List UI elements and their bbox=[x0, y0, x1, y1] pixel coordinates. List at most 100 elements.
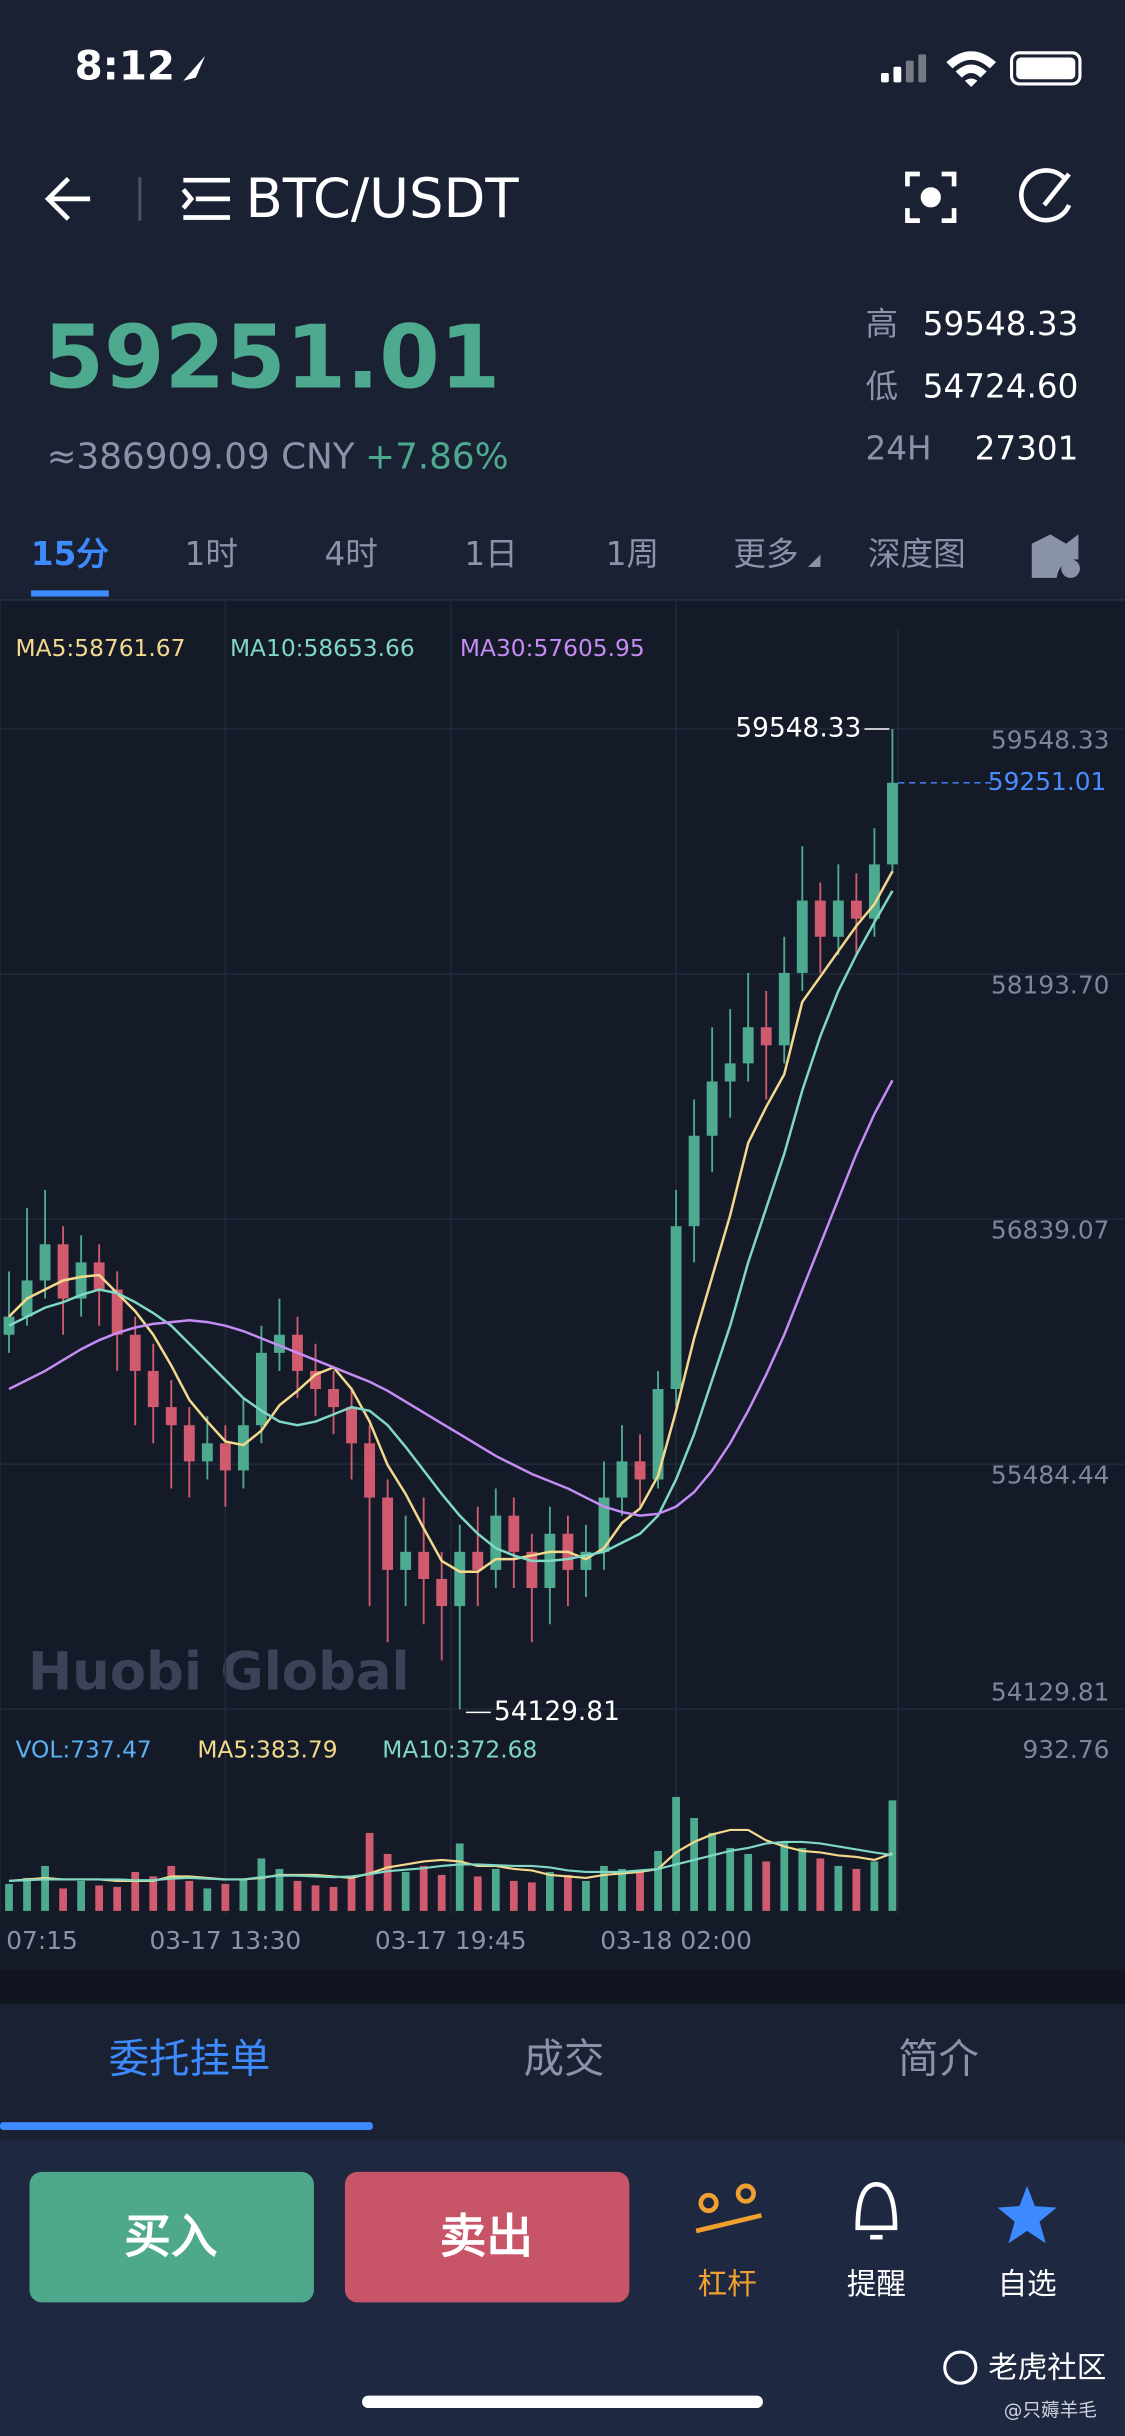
screenshot-icon[interactable] bbox=[905, 171, 957, 223]
low-marker: 54129.81 bbox=[494, 1696, 620, 1727]
volume-bar bbox=[744, 1853, 753, 1911]
candle-body bbox=[454, 1551, 466, 1607]
volume-bar bbox=[816, 1858, 825, 1911]
candle-body bbox=[219, 1443, 231, 1471]
x-tick-label: 03-17 13:30 bbox=[150, 1926, 302, 1955]
candle-body bbox=[724, 1063, 736, 1082]
cny-price: ≈386909.09 CNY bbox=[47, 436, 355, 477]
home-indicator bbox=[362, 2395, 763, 2409]
volume-bar bbox=[726, 1847, 735, 1911]
candle-body bbox=[39, 1244, 51, 1281]
candle-body bbox=[147, 1370, 159, 1408]
menu-icon[interactable] bbox=[181, 177, 230, 220]
y-tick-label: 58193.70 bbox=[991, 970, 1110, 999]
tool-label[interactable]: 提醒 bbox=[847, 2267, 906, 2301]
candle-body bbox=[346, 1407, 358, 1444]
volume-bar bbox=[527, 1882, 536, 1911]
bottom-tab[interactable]: 委托挂单 bbox=[109, 2036, 271, 2083]
buy-button[interactable] bbox=[29, 2171, 314, 2303]
volume-bar bbox=[23, 1877, 31, 1911]
status-time: 8:12 bbox=[75, 42, 175, 89]
candle-body bbox=[436, 1578, 448, 1607]
candle-body bbox=[760, 1027, 772, 1046]
candle-body bbox=[616, 1461, 628, 1498]
candle-body bbox=[400, 1551, 412, 1570]
candle-body bbox=[57, 1244, 69, 1299]
bottom-tab[interactable]: 简介 bbox=[898, 2036, 979, 2083]
y-tick-label: 59548.33 bbox=[991, 725, 1110, 754]
volume-bar bbox=[564, 1874, 572, 1911]
ma-line bbox=[8, 890, 894, 1563]
stats: 高 59548.33 低 54724.60 24H 27301 bbox=[866, 305, 1079, 467]
volume-bar bbox=[600, 1865, 608, 1911]
buy-label: 买入 bbox=[124, 2210, 217, 2264]
period-tab[interactable]: 1时 bbox=[185, 535, 238, 573]
x-tick-label: 03-18 02:00 bbox=[600, 1926, 752, 1955]
sell-button[interactable] bbox=[344, 2171, 630, 2303]
settings-icon[interactable] bbox=[1031, 534, 1080, 578]
volume-bar bbox=[329, 1886, 338, 1911]
candle-body bbox=[364, 1443, 376, 1498]
volume-bar bbox=[491, 1868, 500, 1911]
stat-label: 低 bbox=[866, 367, 899, 405]
leverage-icon[interactable] bbox=[695, 2183, 762, 2234]
candle-body bbox=[382, 1497, 394, 1570]
volume-bar bbox=[780, 1841, 789, 1911]
volume-bar bbox=[221, 1883, 230, 1911]
volume-bar bbox=[870, 1861, 879, 1911]
vol-legend: MA10:372.68 bbox=[382, 1736, 537, 1763]
pair-title[interactable]: BTC/USDT bbox=[246, 167, 520, 230]
candle-body bbox=[706, 1081, 718, 1136]
brand-logo bbox=[943, 2350, 978, 2385]
tool-label[interactable]: 杠杆 bbox=[698, 2267, 757, 2301]
volume-bar bbox=[654, 1850, 662, 1911]
candle-body bbox=[886, 782, 898, 865]
bottom-tab[interactable]: 成交 bbox=[524, 2036, 605, 2083]
tools: 杠杆 提醒 自选 bbox=[698, 2267, 1057, 2301]
volume-bar bbox=[41, 1865, 49, 1911]
volume-bar bbox=[365, 1832, 374, 1911]
ma-line bbox=[8, 870, 894, 1573]
candle-body bbox=[274, 1334, 285, 1353]
period-tabs: 15分 1时 4时 1日 1周 更多 深度图 bbox=[31, 535, 966, 573]
battery-level bbox=[1016, 57, 1076, 80]
candle-body bbox=[111, 1289, 123, 1335]
tab-underline bbox=[31, 590, 109, 597]
alert-icon[interactable] bbox=[855, 2181, 898, 2240]
volume-bar bbox=[618, 1868, 626, 1911]
period-tab[interactable]: 更多 bbox=[733, 535, 798, 573]
volume-bar bbox=[347, 1877, 356, 1911]
wifi-icon bbox=[946, 51, 997, 87]
back-button[interactable] bbox=[44, 177, 91, 221]
switch-icon[interactable] bbox=[1019, 168, 1072, 223]
last-price-tag: 59251.01 bbox=[988, 767, 1107, 796]
bottom-tabs-bar bbox=[0, 2004, 1125, 2138]
stat-label: 高 bbox=[866, 305, 899, 343]
volume-bar bbox=[888, 1800, 897, 1911]
vol-legend: MA5:383.79 bbox=[197, 1736, 337, 1763]
period-tab[interactable]: 4时 bbox=[324, 535, 377, 573]
period-tab[interactable]: 1周 bbox=[606, 535, 659, 573]
candle-body bbox=[634, 1461, 646, 1480]
stat-value: 54724.60 bbox=[923, 367, 1079, 405]
ma-line bbox=[8, 1079, 894, 1517]
volume-bar bbox=[455, 1843, 464, 1911]
period-tab[interactable]: 15分 bbox=[31, 535, 109, 573]
tool-label[interactable]: 自选 bbox=[998, 2267, 1057, 2301]
candle-body bbox=[472, 1551, 484, 1570]
x-tick-label: 07:15 bbox=[6, 1926, 78, 1955]
signal-icon bbox=[881, 54, 927, 83]
volume-bar bbox=[509, 1880, 518, 1911]
favorite-icon[interactable] bbox=[997, 2185, 1057, 2244]
candle-body bbox=[832, 900, 844, 937]
volume-bar bbox=[275, 1868, 284, 1911]
period-tab[interactable]: 1日 bbox=[464, 535, 517, 573]
volume-bar bbox=[167, 1865, 176, 1911]
period-tab[interactable]: 深度图 bbox=[868, 535, 966, 573]
volume-bar bbox=[708, 1832, 717, 1911]
volume-bar bbox=[401, 1871, 410, 1911]
volume-bar bbox=[383, 1853, 392, 1911]
chart-background bbox=[0, 601, 1125, 1970]
y-tick-label: 55484.44 bbox=[991, 1461, 1110, 1490]
candle-body bbox=[778, 972, 790, 1046]
